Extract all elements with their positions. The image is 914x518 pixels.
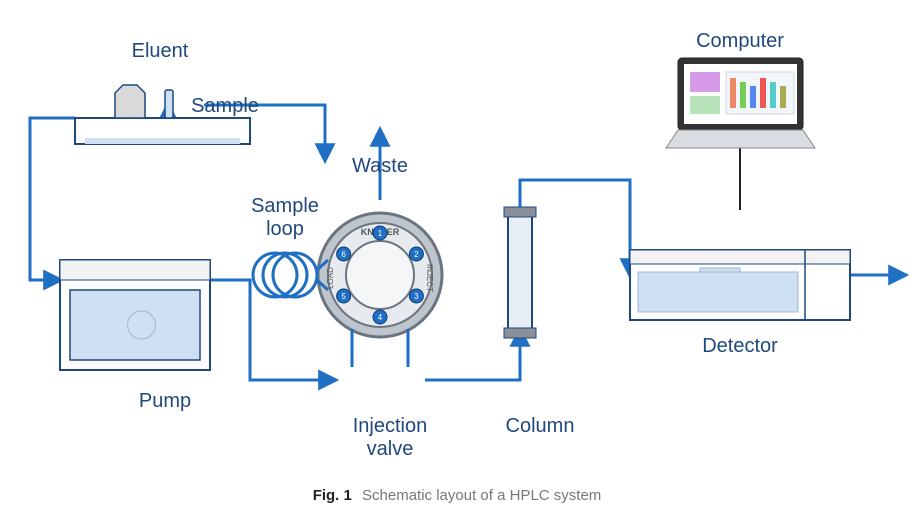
sample-loop-icon <box>263 253 307 297</box>
svg-text:1: 1 <box>378 229 383 238</box>
eluent-bottle <box>115 85 145 118</box>
caption-bold: Fig. 1 <box>313 487 352 504</box>
svg-text:3: 3 <box>414 292 419 301</box>
sample-vial <box>165 90 173 118</box>
caption-text: Schematic layout of a HPLC system <box>362 487 601 504</box>
svg-text:2: 2 <box>414 250 419 259</box>
diagram-canvas: KNAUERLOADINJECT123456 <box>0 0 914 518</box>
sample-loop-icon <box>253 253 297 297</box>
svg-text:4: 4 <box>378 313 383 322</box>
flow-line <box>520 180 630 275</box>
svg-text:INJECT: INJECT <box>425 264 434 292</box>
svg-text:LOAD: LOAD <box>326 267 335 289</box>
column-icon <box>508 215 532 330</box>
flow-line <box>30 118 75 280</box>
svg-text:6: 6 <box>341 250 346 259</box>
figure-caption: Fig. 1 Schematic layout of a HPLC system <box>0 487 914 504</box>
sample-loop-icon <box>273 253 317 297</box>
flow-line <box>210 280 335 380</box>
svg-text:5: 5 <box>341 292 346 301</box>
